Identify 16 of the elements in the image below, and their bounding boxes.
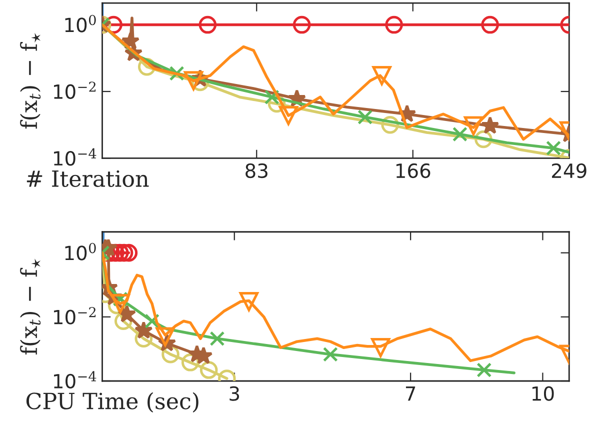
x-tick-label: 10: [532, 386, 554, 401]
x-tick-label: 7: [406, 386, 416, 401]
x-tick-label: 249: [552, 163, 586, 178]
y-tick-label: 10$^{0}$: [65, 14, 96, 32]
x-axis-title: CPU Time (sec): [26, 392, 198, 413]
x-tick-label: 166: [396, 163, 430, 178]
y-tick-label: 10$^{−4}$: [54, 371, 96, 389]
y-tick-label: 10$^{−4}$: [54, 148, 96, 166]
x-axis-title: # Iteration: [26, 170, 149, 188]
y-tick-label: 10$^{−2}$: [54, 82, 96, 100]
x-tick-label: 83: [246, 163, 268, 178]
x-tick-label: 3: [230, 386, 240, 401]
y-axis-title: f(x$_{t}$) − f$_{⋆}$: [20, 32, 41, 129]
y-tick-label: 10$^{0}$: [65, 242, 96, 260]
y-tick-label: 10$^{−2}$: [54, 306, 96, 324]
y-axis-title: f(x$_{t}$) − f$_{⋆}$: [20, 258, 41, 355]
